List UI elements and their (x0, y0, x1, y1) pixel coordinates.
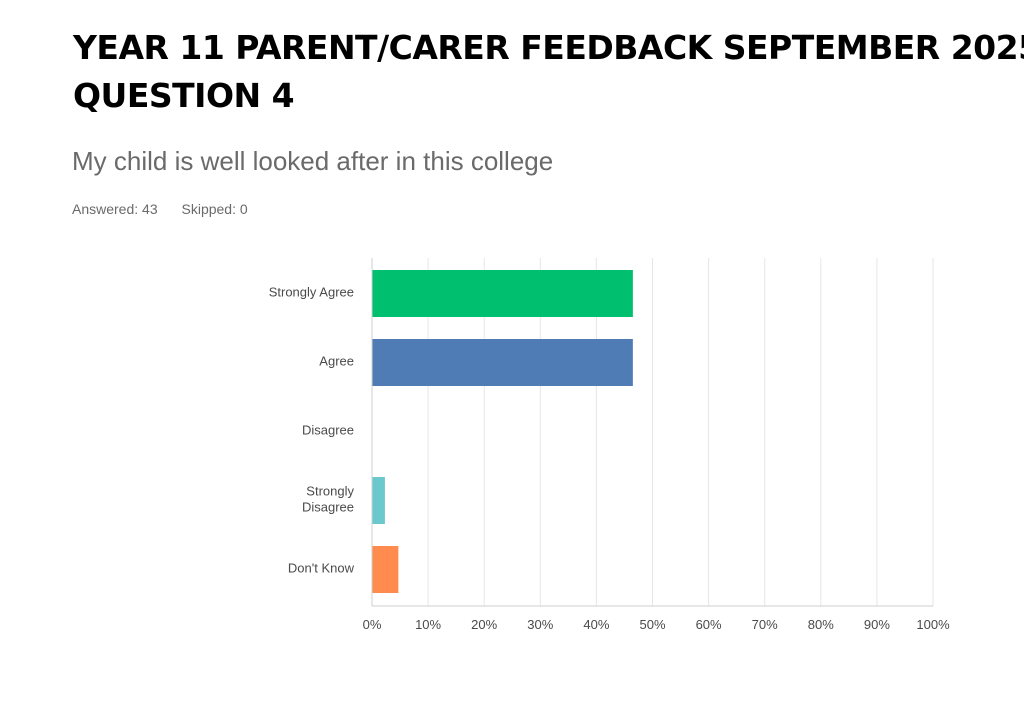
x-tick-label: 20% (471, 617, 497, 632)
response-stats: Answered: 43 Skipped: 0 (72, 201, 248, 217)
x-tick-label: 40% (583, 617, 609, 632)
x-tick-label: 30% (527, 617, 553, 632)
answered-count: Answered: 43 (72, 201, 158, 217)
x-tick-label: 90% (864, 617, 890, 632)
slide-title-line-1: YEAR 11 PARENT/CARER FEEDBACK SEPTEMBER … (73, 28, 1024, 67)
slide-title: YEAR 11 PARENT/CARER FEEDBACK SEPTEMBER … (73, 24, 1024, 120)
question-title: My child is well looked after in this co… (72, 146, 554, 176)
skipped-count: Skipped: 0 (181, 201, 248, 217)
bar (372, 339, 633, 386)
bar (372, 270, 633, 317)
category-label: Don't Know (288, 561, 355, 576)
category-label: Agree (319, 354, 354, 369)
category-label: Strongly Disagree (302, 484, 355, 515)
x-tick-label: 0% (363, 617, 382, 632)
slide-title-line-2: QUESTION 4 (73, 76, 295, 115)
x-tick-label: 10% (415, 617, 441, 632)
x-tick-label: 100% (916, 617, 950, 632)
bar (372, 546, 399, 593)
x-tick-label: 70% (752, 617, 778, 632)
bar (372, 477, 385, 524)
category-label: Disagree (302, 423, 354, 438)
category-label: Strongly Agree (269, 285, 354, 300)
x-tick-label: 50% (639, 617, 665, 632)
x-tick-label: 60% (696, 617, 722, 632)
x-tick-label: 80% (808, 617, 834, 632)
